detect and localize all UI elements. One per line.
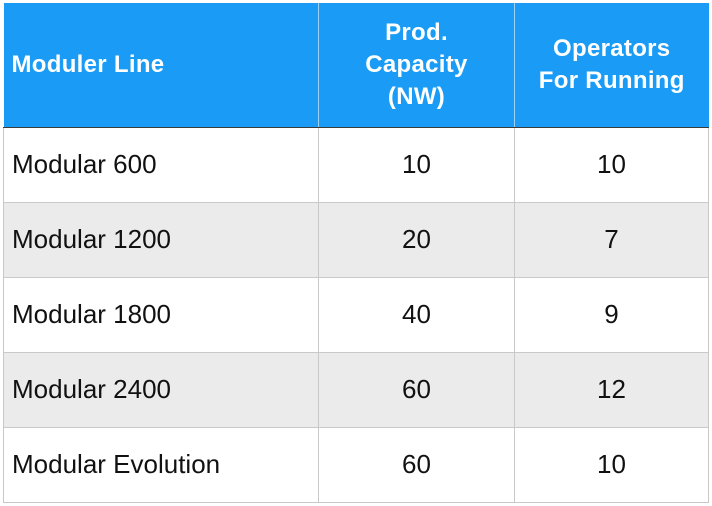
cell-line: Modular Evolution: [3, 426, 319, 504]
table-row: Modular Evolution 60 10: [3, 426, 709, 504]
cell-operators: 7: [514, 201, 709, 278]
table-header: Moduler Line Prod. Capacity (NW) Operato…: [3, 3, 709, 128]
cell-operators: 9: [514, 276, 709, 353]
cell-capacity: 60: [318, 426, 515, 504]
table-row: Modular 600 10 10: [3, 126, 709, 203]
table-row: Modular 2400 60 12: [3, 351, 709, 428]
cell-operators: 10: [514, 426, 709, 504]
table-row: Modular 1800 40 9: [3, 276, 709, 353]
header-row: Moduler Line Prod. Capacity (NW) Operato…: [3, 3, 709, 128]
header-operators-label: Operators For Running: [538, 34, 685, 94]
table-body: Modular 600 10 10 Modular 1200 20 7 Modu…: [3, 126, 709, 504]
table-row: Modular 1200 20 7: [3, 201, 709, 278]
cell-line: Modular 2400: [3, 351, 319, 428]
spec-table-container: Moduler Line Prod. Capacity (NW) Operato…: [3, 3, 709, 504]
cell-line: Modular 1800: [3, 276, 319, 353]
cell-operators: 12: [514, 351, 709, 428]
header-prod-capacity-label: Prod. Capacity (NW): [365, 18, 468, 110]
cell-operators: 10: [514, 126, 709, 203]
cell-capacity: 60: [318, 351, 515, 428]
header-moduler-line-label: Moduler Line: [11, 50, 165, 78]
header-moduler-line: Moduler Line: [3, 3, 319, 128]
spec-table: Moduler Line Prod. Capacity (NW) Operato…: [3, 3, 709, 504]
header-prod-capacity: Prod. Capacity (NW): [318, 3, 515, 128]
cell-capacity: 10: [318, 126, 515, 203]
header-operators: Operators For Running: [514, 3, 709, 128]
cell-line: Modular 600: [3, 126, 319, 203]
cell-capacity: 20: [318, 201, 515, 278]
cell-line: Modular 1200: [3, 201, 319, 278]
cell-capacity: 40: [318, 276, 515, 353]
